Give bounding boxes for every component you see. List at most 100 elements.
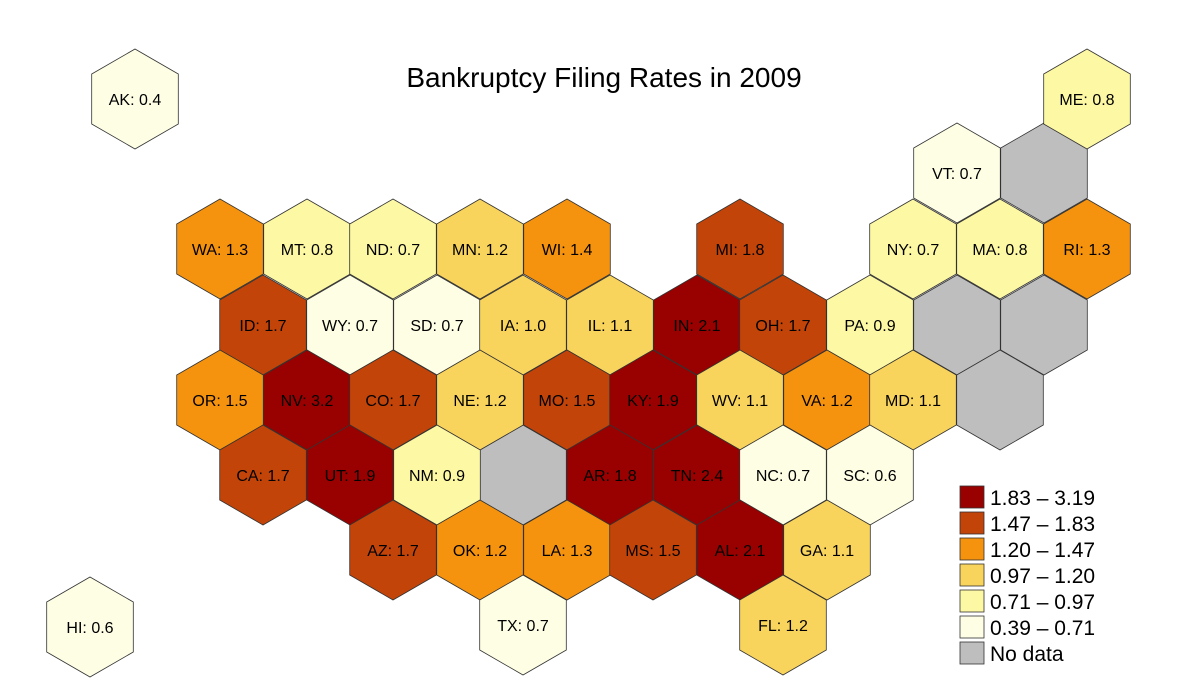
state-hex-shape [46,576,134,678]
state-label: WY: 0.7 [322,318,378,335]
hex-layer: AK: 0.4 HI: 0.6 ME: 0.8 VT: 0.7 WA: 1.3 MT: 0… [46,48,1131,678]
state-label: AZ: 1.7 [367,543,419,560]
state-hex-md: MD: 1.1 [869,349,957,451]
state-hex-in: IN: 2.1 [653,274,741,376]
state-hex-mt: MT: 0.8 [263,198,351,300]
state-label: NM: 0.9 [409,468,465,485]
map-title: Bankruptcy Filing Rates in 2009 [406,62,801,93]
state-label: WI: 1.4 [542,242,593,259]
state-label: MD: 1.1 [885,393,941,410]
state-label: WV: 1.1 [712,393,768,410]
state-hex-la: LA: 1.3 [523,499,611,601]
state-hex-ky: KY: 1.9 [609,349,697,451]
legend-swatch [959,485,985,509]
state-hex-shape [739,574,827,676]
state-label: CO: 1.7 [365,393,420,410]
legend-label: 1.47 – 1.83 [990,513,1095,536]
state-label: LA: 1.3 [542,543,593,560]
state-hex-ak: AK: 0.4 [91,48,179,150]
state-label: WA: 1.3 [192,242,248,259]
state-label: NY: 0.7 [887,242,940,259]
state-label: RI: 1.3 [1063,242,1110,259]
state-hex-ri: RI: 1.3 [1043,198,1131,300]
state-hex-ny: NY: 0.7 [869,198,957,300]
state-label: OK: 1.2 [453,543,507,560]
state-label: AR: 1.8 [583,468,636,485]
legend-label: 1.20 – 1.47 [990,539,1095,562]
state-label: ME: 0.8 [1059,92,1114,109]
state-label: IN: 2.1 [673,318,720,335]
state-hex-sc: SC: 0.6 [826,424,914,526]
state-hex-shape [91,48,179,150]
state-hex-shape [1043,198,1131,300]
legend-label: 0.39 – 0.71 [990,617,1095,640]
state-hex-fl: FL: 1.2 [739,574,827,676]
state-hex-vt: VT: 0.7 [913,122,1001,224]
state-label: TX: 0.7 [497,618,549,635]
legend-label: 0.97 – 1.20 [990,565,1095,588]
state-hex-wa: WA: 1.3 [176,198,264,300]
state-hex-shape [349,198,437,300]
state-label: NC: 0.7 [756,468,810,485]
state-label: MT: 0.8 [281,242,334,259]
state-label: ID: 1.7 [239,318,286,335]
state-hex-ut: UT: 1.9 [306,424,394,526]
legend-swatch [959,537,985,561]
state-hex-ms: MS: 1.5 [609,499,697,601]
state-label: IA: 1.0 [500,318,546,335]
state-label: MS: 1.5 [625,543,680,560]
state-hex-va: VA: 1.2 [783,349,871,451]
legend-swatch [959,641,985,665]
state-hex-shape [219,424,307,526]
state-hex-shape [523,198,611,300]
legend-swatch [959,511,985,535]
legend: 1.83 – 3.19 1.47 – 1.83 1.20 – 1.47 0.97 – … [959,485,1095,666]
state-label: PA: 0.9 [844,318,895,335]
state-label: VA: 1.2 [801,393,852,410]
legend-swatch [959,589,985,613]
legend-swatch [959,615,985,639]
state-hex-shape [349,499,437,601]
state-label: NE: 1.2 [453,393,506,410]
state-label: AL: 2.1 [715,543,766,560]
state-hex-pa: PA: 0.9 [826,274,914,376]
state-label: FL: 1.2 [758,618,808,635]
state-label: IL: 1.1 [588,318,633,335]
state-hex-ia: IA: 1.0 [479,274,567,376]
state-label: SC: 0.6 [843,468,896,485]
state-hex-shape [479,574,567,676]
state-label: SD: 0.7 [410,318,463,335]
state-hex-tx: TX: 0.7 [479,574,567,676]
state-label: NV: 3.2 [281,393,334,410]
state-hex-shape [913,122,1001,224]
state-hex-ca: CA: 1.7 [219,424,307,526]
legend-swatch [959,563,985,587]
state-label: VT: 0.7 [932,166,982,183]
state-hex-tn: TN: 2.4 [653,424,741,526]
state-hex-mn: MN: 1.2 [436,198,524,300]
state-hex-me: ME: 0.8 [1043,48,1131,150]
state-label: OR: 1.5 [192,393,247,410]
state-hex-id: ID: 1.7 [219,274,307,376]
state-hex-hi: HI: 0.6 [46,576,134,678]
state-label: ND: 0.7 [366,242,420,259]
state-hex-wi: WI: 1.4 [523,198,611,300]
state-hex-ma: MA: 0.8 [956,198,1044,300]
state-label: MA: 0.8 [972,242,1027,259]
state-hex-nm: NM: 0.9 [393,424,481,526]
state-label: HI: 0.6 [66,620,113,637]
state-label: MN: 1.2 [452,242,508,259]
state-hex-shape [783,499,871,601]
state-hex-shape [696,198,784,300]
state-hex-sd: SD: 0.7 [393,274,481,376]
state-label: MO: 1.5 [539,393,596,410]
state-hex-ga: GA: 1.1 [783,499,871,601]
state-hex-nc: NC: 0.7 [739,424,827,526]
state-hex-mi: MI: 1.8 [696,198,784,300]
state-label: MI: 1.8 [716,242,765,259]
state-hex-az: AZ: 1.7 [349,499,437,601]
state-label: TN: 2.4 [671,468,724,485]
legend-label: 0.71 – 0.97 [990,591,1095,614]
state-hex-or: OR: 1.5 [176,349,264,451]
